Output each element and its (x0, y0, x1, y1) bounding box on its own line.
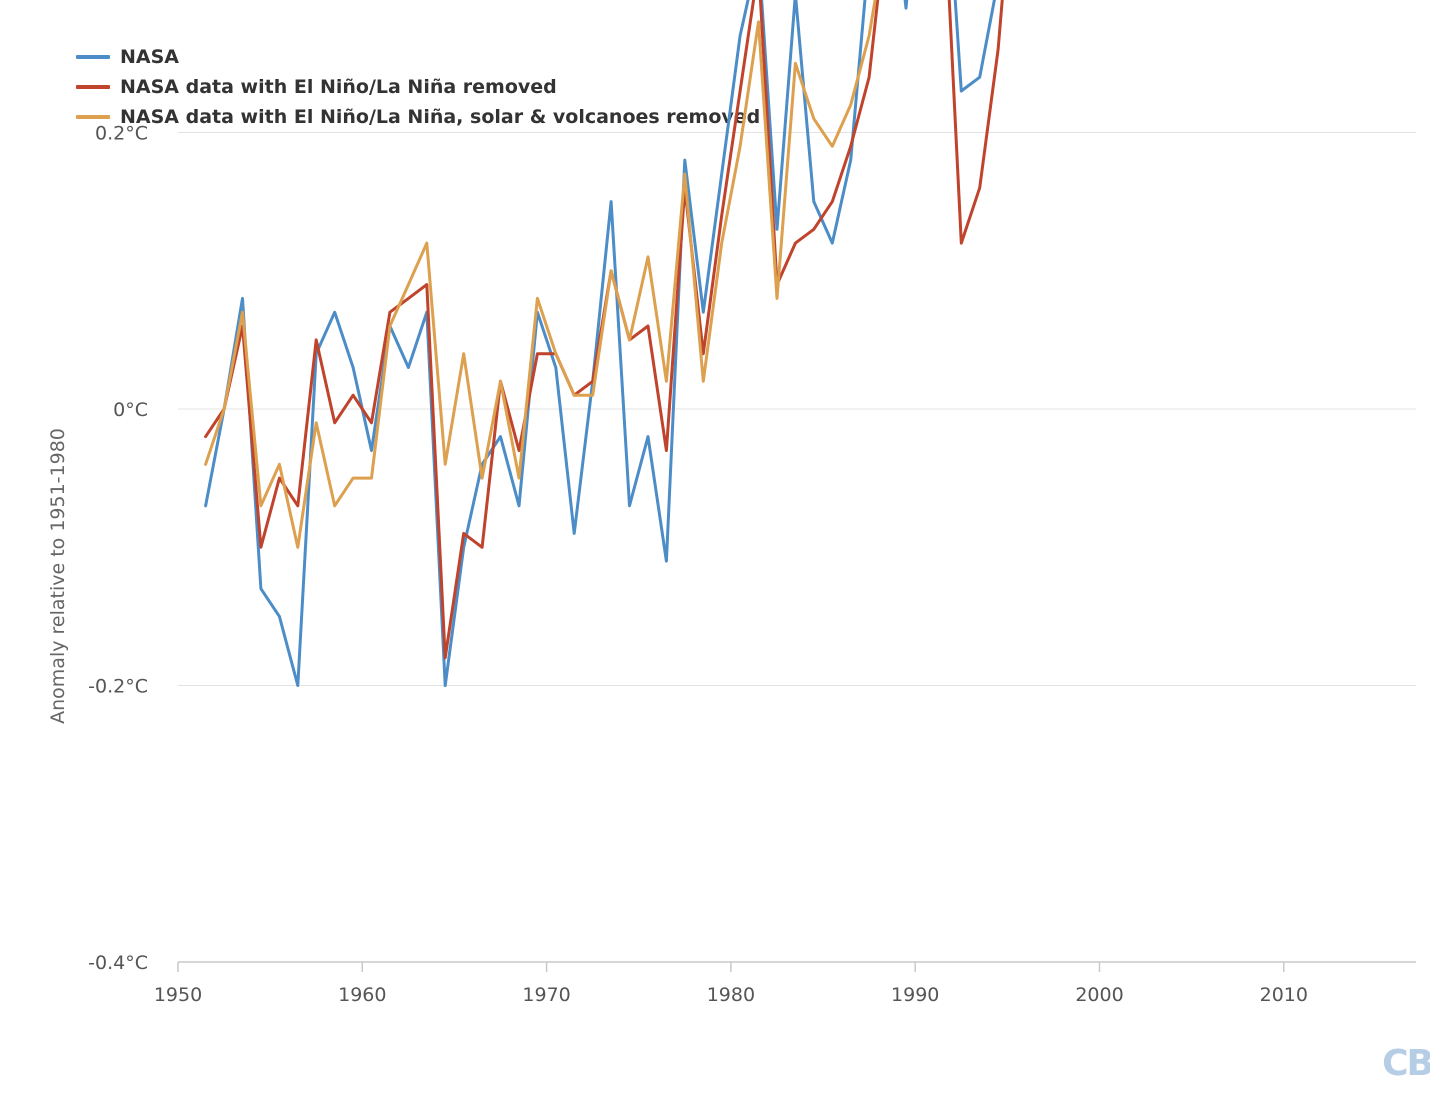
series-line-0 (204, 0, 996, 687)
carbonbrief-logo-icon: CB (1384, 1043, 1430, 1080)
x-tick-label: 1990 (891, 984, 939, 1006)
legend-item-2[interactable]: NASA data with El Niño/La Niña, solar & … (76, 103, 760, 131)
legend-label: NASA data with El Niño/La Niña, solar & … (120, 106, 761, 128)
legend-item-1[interactable]: NASA data with El Niño/La Niña removed (76, 73, 557, 101)
y-tick-label: -0.2°C (88, 676, 148, 698)
grid-lines (178, 132, 1416, 686)
y-axis-title: Anomaly relative to 1951-1980 (47, 428, 69, 724)
logo-text: CB (1384, 1043, 1430, 1080)
legend-item-0[interactable]: NASA (76, 43, 179, 71)
y-tick-label: -0.4°C (88, 952, 148, 974)
x-tick-label: 1970 (522, 984, 570, 1006)
legend-label: NASA data with El Niño/La Niña removed (120, 76, 557, 98)
legend-swatch (76, 55, 110, 59)
x-tick-label: 2010 (1260, 984, 1308, 1006)
x-tick-label: 2000 (1075, 984, 1123, 1006)
legend-swatch (76, 85, 110, 89)
legend-label: NASA (120, 46, 179, 68)
y-tick-label: 0.2°C (95, 123, 148, 145)
y-tick-label: 0°C (113, 399, 148, 421)
x-tick-label: 1980 (707, 984, 755, 1006)
series-line-2 (204, 0, 877, 549)
legend-swatch (76, 115, 110, 119)
x-tick-label: 1950 (154, 984, 202, 1006)
axes: -0.4°C-0.2°C0°C0.2°C0.4°C0.6°C0.8°C1°C19… (88, 123, 1416, 1006)
series-line-1 (204, 0, 1004, 660)
series-lines (204, 0, 1004, 687)
x-tick-label: 1960 (338, 984, 386, 1006)
